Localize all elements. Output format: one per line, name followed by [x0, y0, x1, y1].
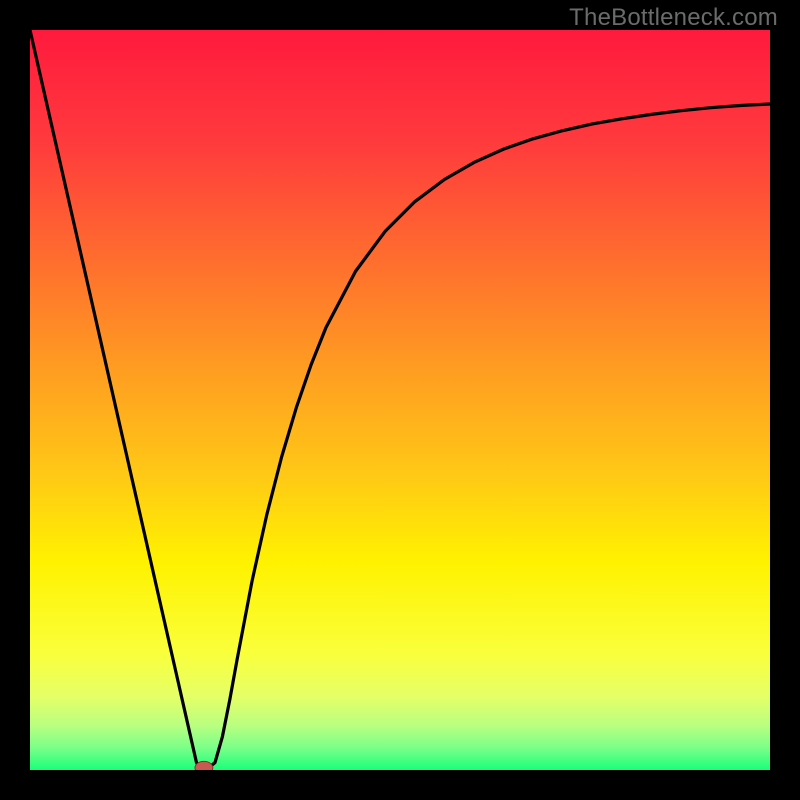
- gradient-background: [30, 30, 770, 770]
- bottleneck-curve-chart: [30, 30, 770, 770]
- watermark-text: TheBottleneck.com: [569, 4, 778, 32]
- chart-frame: TheBottleneck.com: [0, 0, 800, 800]
- plot-area: [30, 30, 770, 770]
